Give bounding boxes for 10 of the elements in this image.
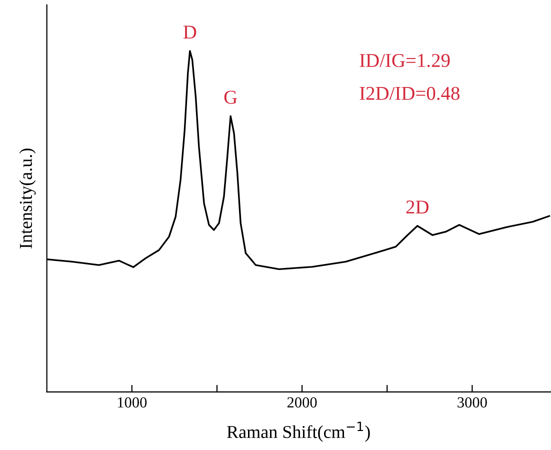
annotation: I2D/ID=0.48 <box>360 86 460 100</box>
annotation: ID/IG=1.29 <box>360 54 450 68</box>
annotation: D <box>183 26 196 39</box>
x-axis-title: Raman Shift(cm$^{−1}$) <box>227 422 370 442</box>
x-tick-label: 3000 <box>458 397 487 408</box>
x-tick-label: 1000 <box>118 397 147 408</box>
annotation: 2D <box>406 200 429 214</box>
y-axis-title: Intensity(a.u.) <box>19 148 36 248</box>
x-tick-label: 2000 <box>287 397 317 408</box>
annotation: G <box>224 90 237 104</box>
